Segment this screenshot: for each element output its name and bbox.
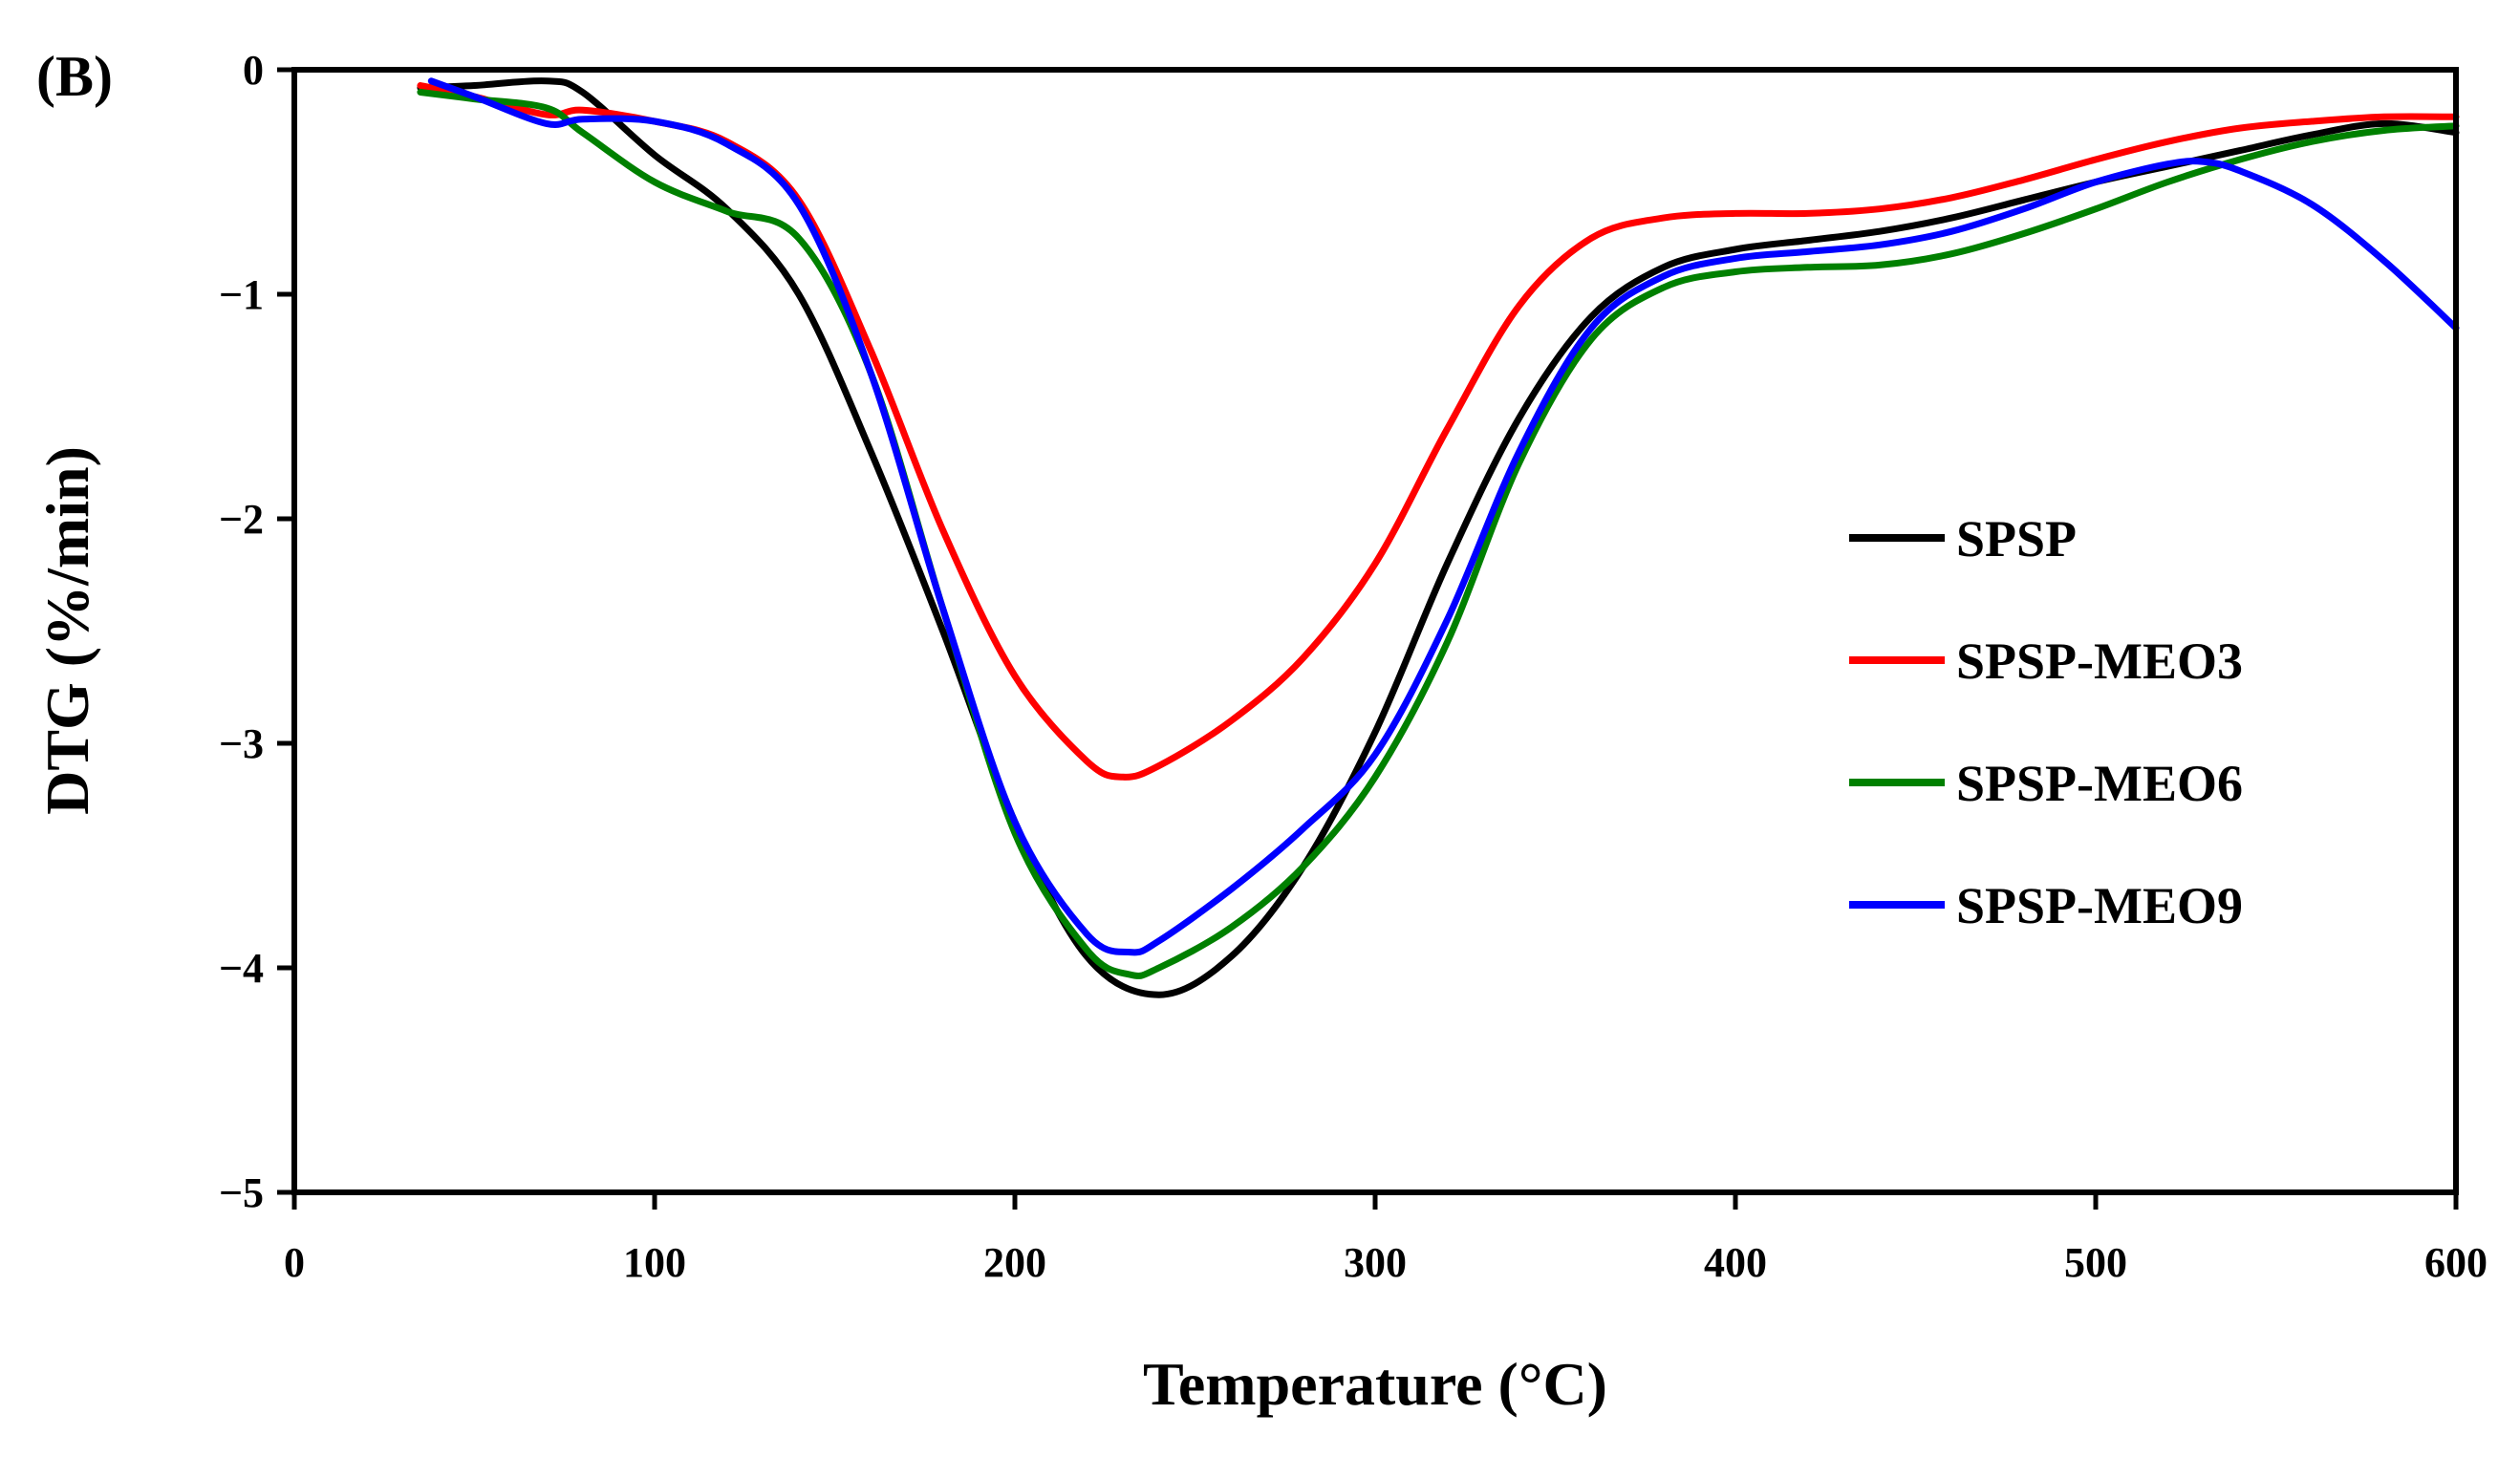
y-tick-label: −3: [219, 720, 264, 767]
x-tick-label: 500: [2064, 1239, 2127, 1286]
x-axis-title: Temperature (°C): [1143, 1350, 1607, 1418]
y-tick-label: −2: [219, 496, 264, 543]
y-tick-label: 0: [243, 47, 264, 94]
y-tick-label: −5: [219, 1169, 264, 1216]
series-line-spsp-meo6: [417, 89, 2460, 979]
legend-label: SPSP-MEO9: [1956, 877, 2243, 934]
series-line-spsp-meo9: [427, 77, 2460, 956]
x-tick-label: 100: [623, 1239, 686, 1286]
y-axis-title: DTG (%/min): [33, 446, 101, 815]
x-tick-label: 400: [1704, 1239, 1767, 1286]
plot-frame: [291, 67, 2459, 1195]
legend-label: SPSP-MEO3: [1956, 632, 2243, 690]
x-tick-label: 600: [2424, 1239, 2488, 1286]
y-tick-label: −4: [219, 945, 264, 992]
series-layer: [417, 77, 2460, 998]
x-tick-label: 200: [983, 1239, 1046, 1286]
legend-label: SPSP-MEO6: [1956, 755, 2243, 812]
legend: SPSP SPSP-MEO3 SPSP-MEO6 SPSP-MEO9: [1849, 510, 2243, 934]
y-tick-label: −1: [219, 271, 264, 318]
x-tick-label: 0: [284, 1239, 305, 1286]
ticks-layer: 0 100 200 300 400 500 600 0 −1 −2 −3 −4 −5: [219, 47, 2488, 1286]
legend-label: SPSP: [1956, 510, 2077, 568]
x-tick-label: 300: [1344, 1239, 1407, 1286]
series-line-spsp: [417, 77, 2460, 998]
panel-label: (B): [36, 45, 113, 108]
